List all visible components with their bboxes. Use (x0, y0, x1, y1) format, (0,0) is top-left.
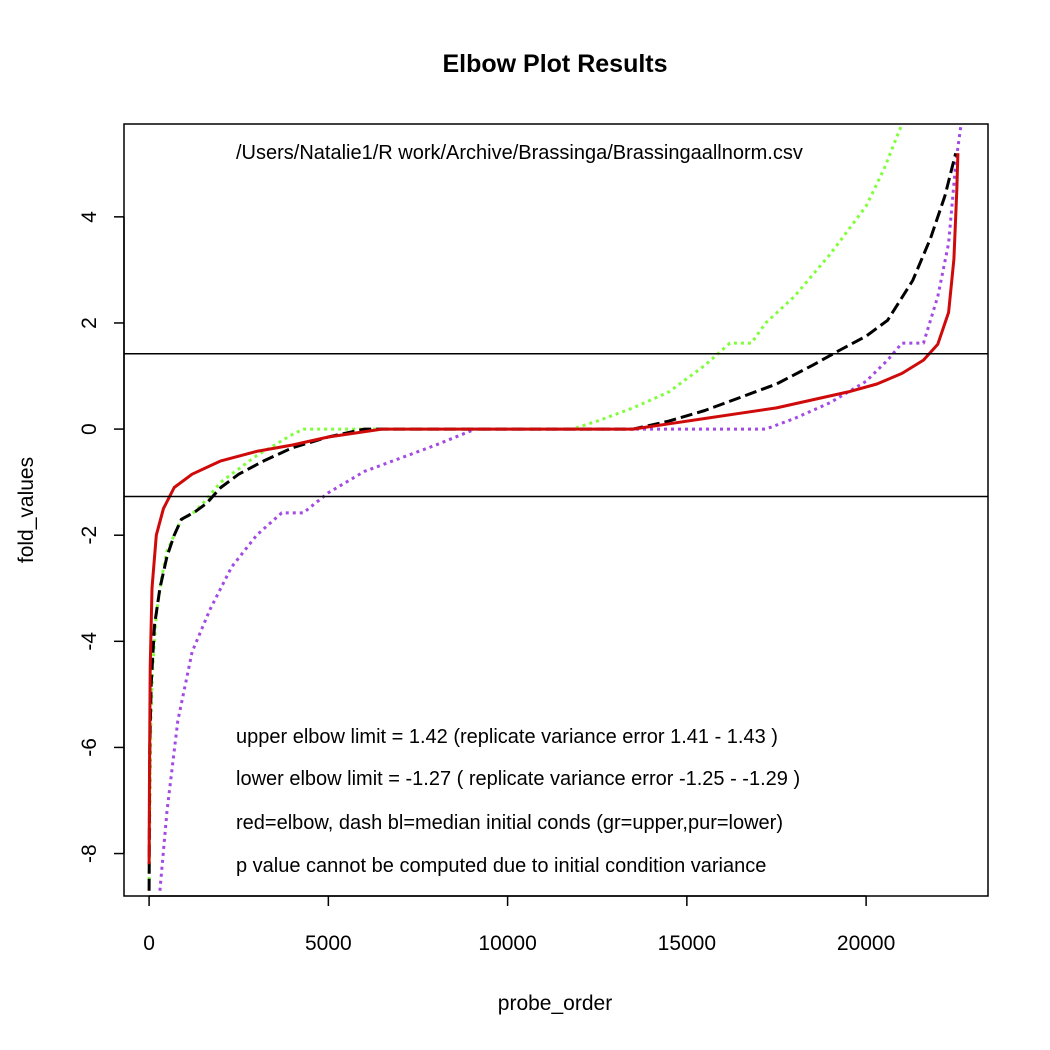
y-tick-label: -8 (78, 844, 101, 863)
y-axis-label: fold_values (15, 457, 38, 563)
p-value-annotation: p value cannot be computed due to initia… (236, 855, 766, 877)
legend-annotation: red=elbow, dash bl=median initial conds … (236, 812, 783, 834)
upper-initial-cond-line (147, 124, 904, 881)
y-tick-label: -4 (78, 632, 101, 651)
x-tick-label: 0 (143, 932, 155, 955)
x-tick-label: 10000 (478, 932, 536, 955)
lower-elbow-annotation: lower elbow limit = -1.27 ( replicate va… (236, 768, 800, 790)
elbow-line (147, 153, 960, 865)
chart-title: Elbow Plot Results (442, 50, 667, 78)
series-layer (147, 124, 963, 891)
x-axis-label: probe_order (498, 992, 612, 1015)
x-tick-label: 5000 (305, 932, 352, 955)
y-tick-label: -6 (78, 738, 101, 757)
elbow-limit-lines (124, 352, 988, 498)
y-tick-label: 0 (78, 423, 101, 435)
file-path-annotation: /Users/Natalie1/R work/Archive/Brassinga… (236, 142, 803, 164)
y-tick-label: 4 (78, 211, 101, 223)
upper-elbow-annotation: upper elbow limit = 1.42 (replicate vari… (236, 726, 778, 748)
x-tick-label: 15000 (658, 932, 716, 955)
y-tick-label: -2 (78, 526, 101, 545)
y-tick-label: 2 (78, 317, 101, 329)
y-axis: -8 -6 -4 -2 0 2 4 (78, 211, 125, 863)
x-tick-label: 20000 (837, 932, 895, 955)
x-axis: 0 5000 10000 15000 20000 (143, 895, 895, 955)
